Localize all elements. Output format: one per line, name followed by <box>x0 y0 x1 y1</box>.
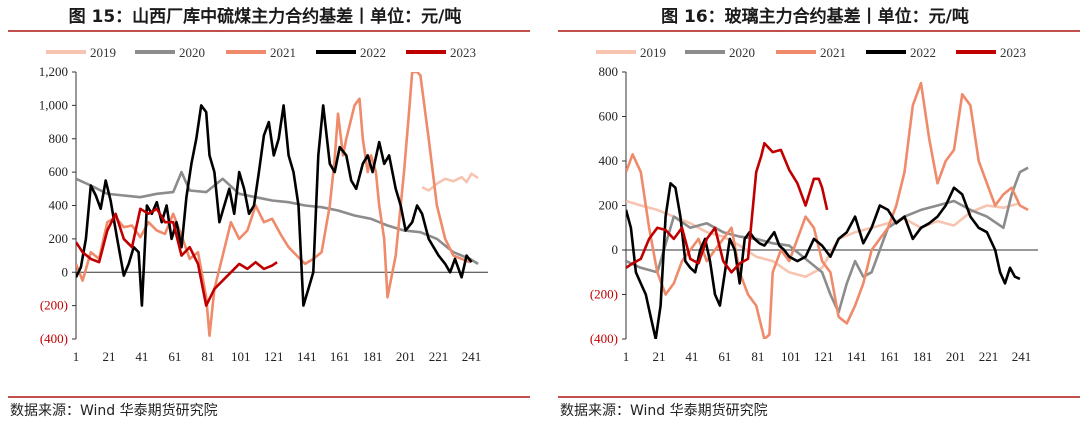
x-tick-label: 121 <box>814 349 834 364</box>
series-line-2023 <box>76 207 278 307</box>
glass-basis-chart: 2019 2020 2021 2022 2023 (400) (200) 0 200 400 600… <box>590 45 1038 364</box>
x-tick-label: 141 <box>297 349 317 364</box>
x-tick-label: 121 <box>264 349 284 364</box>
x-tick-label: 201 <box>946 349 966 364</box>
series-line-2022 <box>626 182 1021 339</box>
x-tick-label: 241 <box>1012 349 1032 364</box>
legend-label-2020: 2020 <box>179 45 205 60</box>
y-tick-label: 400 <box>599 153 619 168</box>
x-tick-label: 81 <box>751 349 764 364</box>
x-tick-label: 1 <box>73 349 80 364</box>
x-tick-label: 101 <box>231 349 251 364</box>
chart-source: 数据来源：Wind 华泰期货研究院 <box>10 403 218 419</box>
x-tick-label: 141 <box>847 349 867 364</box>
x-tick-label: 201 <box>396 349 416 364</box>
legend-label-2022: 2022 <box>910 45 936 60</box>
x-tick-label: 221 <box>429 349 449 364</box>
y-tick-label: 0 <box>612 242 619 257</box>
series-line-2019 <box>626 199 1021 278</box>
series-line-2021 <box>76 72 471 338</box>
y-tick-label: 800 <box>49 131 69 146</box>
chart-panel-glass-basis: 图 16：玻璃主力合约基差丨单位：元/吨 2019 2020 2021 2022 202… <box>550 0 1080 421</box>
coal-basis-chart: 2019 2020 2021 2022 2023 (400) (200) 0 200 400 600… <box>39 45 488 364</box>
legend-label-2019: 2019 <box>90 45 116 60</box>
title-rule <box>558 30 1080 32</box>
x-tick-label: 101 <box>781 349 801 364</box>
x-tick-label: 241 <box>462 349 482 364</box>
y-tick-label: 400 <box>49 198 69 213</box>
legend-label-2022: 2022 <box>360 45 386 60</box>
y-tick-label: 200 <box>49 231 69 246</box>
x-tick-label: 61 <box>718 349 731 364</box>
legend-label-2023: 2023 <box>1000 45 1026 60</box>
x-tick-label: 181 <box>913 349 933 364</box>
x-tick-label: 221 <box>979 349 999 364</box>
series-line-2021 <box>626 81 1029 339</box>
y-tick-label: 0 <box>62 264 69 279</box>
x-tick-label: 81 <box>201 349 214 364</box>
series-line-2022 <box>76 104 473 307</box>
y-tick-label: (200) <box>590 287 618 302</box>
title-rule <box>8 30 530 32</box>
y-tick-label: 600 <box>49 164 69 179</box>
x-tick-label: 21 <box>652 349 665 364</box>
x-tick-label: 61 <box>168 349 181 364</box>
series-line-2020 <box>76 170 479 266</box>
x-tick-label: 161 <box>330 349 350 364</box>
y-tick-label: 1,200 <box>39 64 68 79</box>
y-tick-label: (400) <box>590 331 618 346</box>
chart-title: 图 16：玻璃主力合约基差丨单位：元/吨 <box>661 7 969 27</box>
y-tick-label: 800 <box>599 64 619 79</box>
y-tick-label: 1,000 <box>39 97 68 112</box>
y-tick-label: (200) <box>40 298 68 313</box>
series-line-2020 <box>626 166 1029 314</box>
x-tick-label: 41 <box>135 349 148 364</box>
source-rule <box>8 396 530 398</box>
x-tick-label: 1 <box>623 349 630 364</box>
series-line-2023 <box>626 141 829 274</box>
y-tick-label: 200 <box>599 198 619 213</box>
legend-label-2020: 2020 <box>729 45 755 60</box>
legend-label-2021: 2021 <box>820 45 846 60</box>
series-line-2019 <box>421 172 479 192</box>
y-tick-label: 600 <box>599 109 619 124</box>
y-tick-label: (400) <box>40 331 68 346</box>
chart-source: 数据来源：Wind 华泰期货研究院 <box>560 403 768 419</box>
x-tick-label: 41 <box>685 349 698 364</box>
source-rule <box>558 396 1080 398</box>
x-tick-label: 161 <box>880 349 900 364</box>
legend-label-2023: 2023 <box>450 45 476 60</box>
x-tick-label: 21 <box>102 349 115 364</box>
chart-title: 图 15：山西厂库中硫煤主力合约基差丨单位：元/吨 <box>68 7 462 27</box>
chart-panel-coal-basis: 图 15：山西厂库中硫煤主力合约基差丨单位：元/吨 2019 2020 2021 20… <box>0 0 530 421</box>
legend-label-2019: 2019 <box>640 45 666 60</box>
x-tick-label: 181 <box>363 349 383 364</box>
legend-label-2021: 2021 <box>270 45 296 60</box>
